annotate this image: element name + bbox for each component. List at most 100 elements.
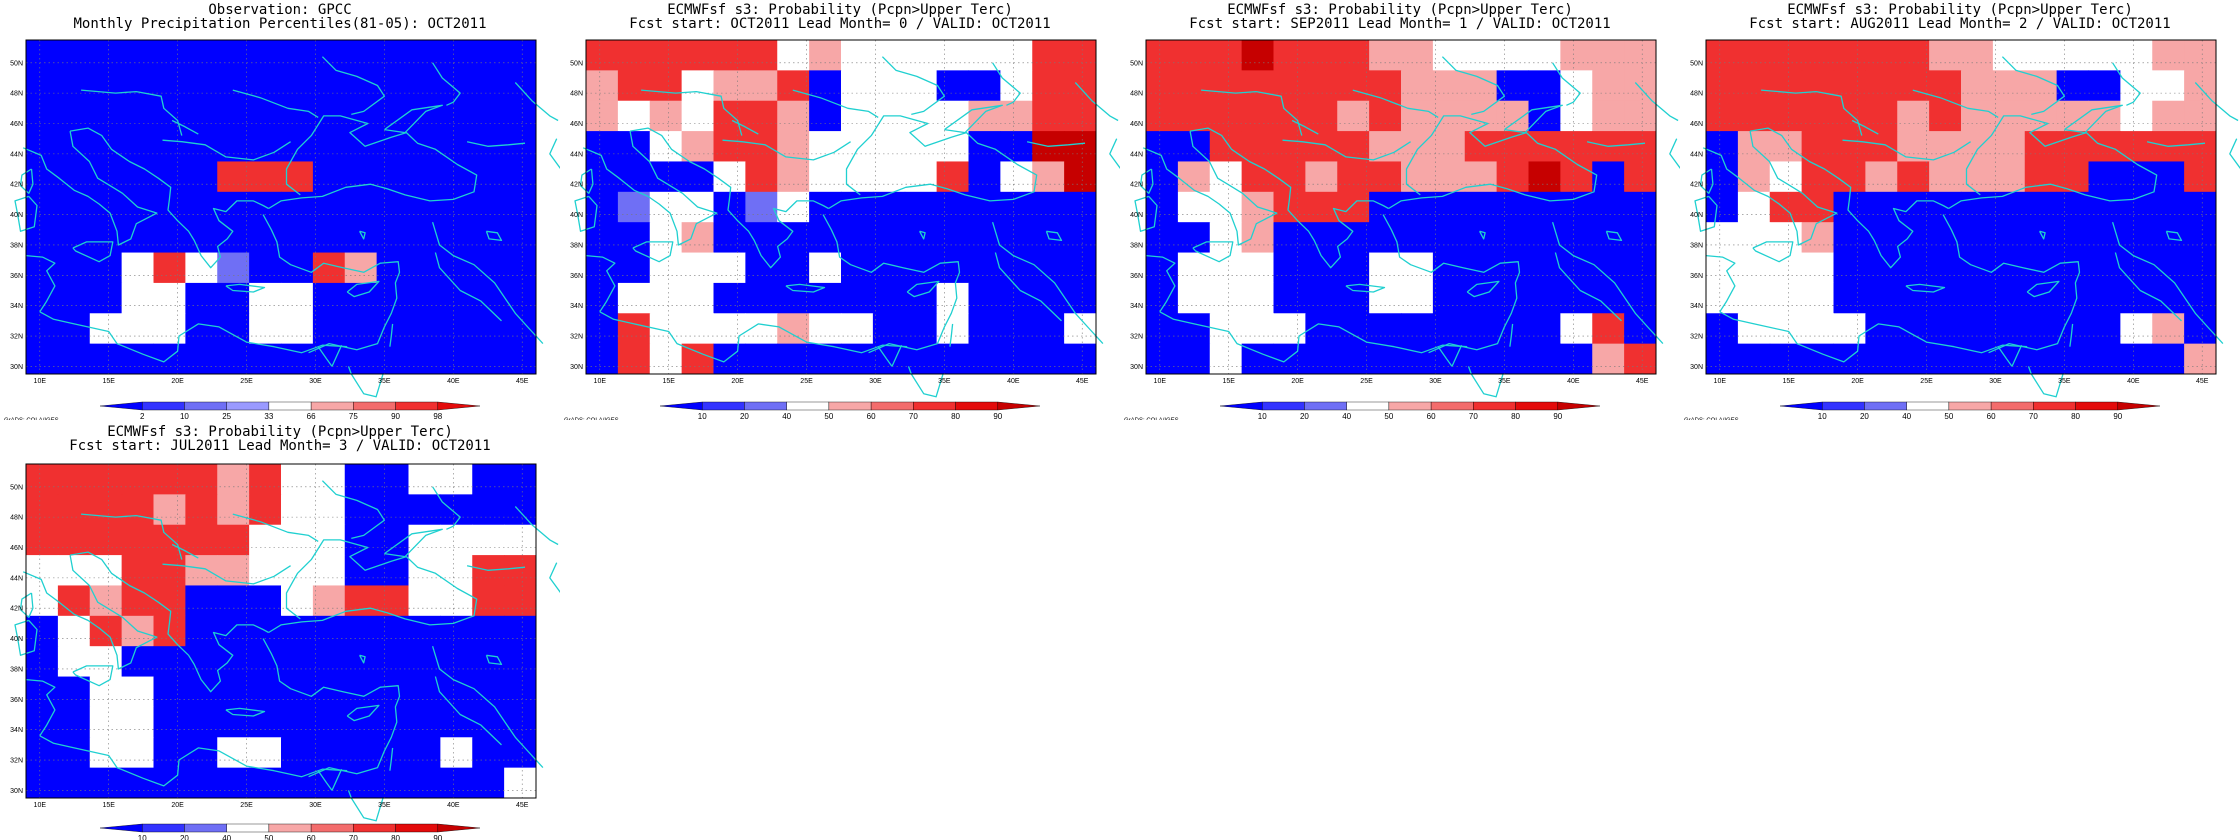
grid-cell — [968, 282, 1001, 314]
grid-cell — [586, 70, 619, 102]
grid-cell — [89, 464, 123, 495]
latitude-label: 46N — [1130, 121, 1143, 128]
latitude-label: 38N — [10, 242, 23, 249]
coastline-path — [1142, 130, 1278, 246]
coastline-path — [599, 311, 908, 363]
latitude-label: 50N — [1130, 60, 1143, 67]
grid-cell — [1624, 191, 1657, 223]
colorbar-segment — [786, 401, 830, 411]
colorbar-segment — [353, 401, 396, 411]
grid-cell — [2024, 191, 2058, 223]
panel-title-line-1: Observation: GPCC — [208, 2, 352, 18]
grid-cell — [1305, 343, 1338, 375]
latitude-label: 32N — [10, 334, 23, 341]
coastline-path — [466, 565, 526, 571]
grid-cell — [1560, 100, 1593, 132]
grid-cell — [2088, 100, 2121, 132]
grid-cell — [408, 252, 441, 284]
colorbar-tick-label: 90 — [1553, 412, 1562, 420]
grid-cell — [57, 70, 91, 102]
longitude-label: 15E — [662, 378, 675, 385]
coastline-path — [641, 89, 743, 136]
grid-cell — [121, 585, 155, 617]
grid-cell — [904, 313, 938, 345]
coastline-path — [19, 592, 34, 618]
grid-cell — [1528, 40, 1561, 71]
grid-cell — [472, 494, 505, 526]
grid-cell — [440, 161, 473, 193]
grid-cell — [1737, 70, 1771, 102]
grid-cell — [153, 252, 186, 284]
colorbar-segment — [1948, 401, 1992, 411]
latitude-label: 42N — [570, 182, 583, 189]
colorbar-segment — [997, 401, 1041, 411]
coastline-path — [81, 89, 183, 136]
grid-cell — [1592, 40, 1625, 71]
grid-cell — [1000, 343, 1033, 375]
grid-cell — [1897, 222, 1930, 254]
grid-cell — [344, 70, 378, 102]
grid-cell — [1464, 313, 1498, 345]
grid-cell — [376, 343, 410, 375]
grid-cell — [872, 282, 906, 314]
grid-cell — [1305, 222, 1338, 254]
grid-cell — [1177, 282, 1211, 314]
grid-cell — [1992, 131, 2026, 162]
grid-cell — [681, 343, 715, 375]
grid-cell — [2056, 70, 2090, 102]
coastline-path — [81, 513, 183, 560]
grid-cell — [1801, 100, 1835, 132]
colorbar-segment — [702, 401, 745, 411]
colorbar-tick-label: 90 — [993, 412, 1002, 420]
grid-cell — [1929, 100, 1962, 132]
grid-cell — [1560, 70, 1593, 102]
grid-cell — [26, 494, 59, 526]
grid-cell — [249, 131, 282, 162]
grid-cell — [89, 40, 123, 71]
grid-cell — [1833, 70, 1866, 102]
grid-cell — [249, 706, 282, 738]
grid-cell — [1432, 282, 1466, 314]
grid-cell — [281, 646, 314, 678]
latitude-label: 32N — [10, 758, 23, 765]
grid-cell — [1432, 40, 1466, 71]
grid-cell — [185, 767, 218, 799]
latitude-label: 42N — [10, 606, 23, 613]
latitude-label: 30N — [10, 364, 23, 371]
longitude-label: 20E — [731, 378, 744, 385]
grid-cell — [649, 191, 683, 223]
grid-cell — [344, 706, 378, 738]
colorbar-segment — [1219, 401, 1263, 411]
grid-cell — [1401, 222, 1434, 254]
grid-cell — [376, 646, 410, 678]
grid-cell — [1432, 313, 1466, 345]
grid-cell — [2120, 40, 2153, 71]
grid-cell — [281, 131, 314, 162]
grid-cell — [1209, 100, 1243, 132]
grid-cell — [1496, 191, 1530, 223]
grid-cell — [57, 343, 91, 375]
grid-cell — [153, 767, 186, 799]
coastline-path — [2165, 230, 2183, 242]
grid-cell — [185, 494, 218, 526]
grid-cell — [408, 494, 441, 526]
colorbar-segment — [142, 401, 185, 411]
latitude-label: 44N — [1690, 151, 1703, 158]
grid-cell — [153, 70, 186, 102]
coastline-path — [1905, 283, 1946, 293]
coastline-path — [69, 551, 269, 693]
coastline-path — [431, 646, 544, 769]
grid-cell — [713, 282, 746, 314]
grid-cell — [745, 222, 778, 254]
latitude-label: 50N — [10, 484, 23, 491]
grid-cell — [217, 282, 250, 314]
colorbar-tick-label: 75 — [349, 412, 358, 420]
grid-cell — [904, 222, 938, 254]
grid-cell — [777, 161, 810, 193]
grid-cell — [1273, 343, 1306, 375]
grid-cell — [841, 313, 874, 345]
colorbar-segment — [2117, 401, 2161, 411]
coastline-path — [1134, 195, 1158, 232]
latitude-label: 48N — [1130, 91, 1143, 98]
grid-cell — [872, 70, 906, 102]
